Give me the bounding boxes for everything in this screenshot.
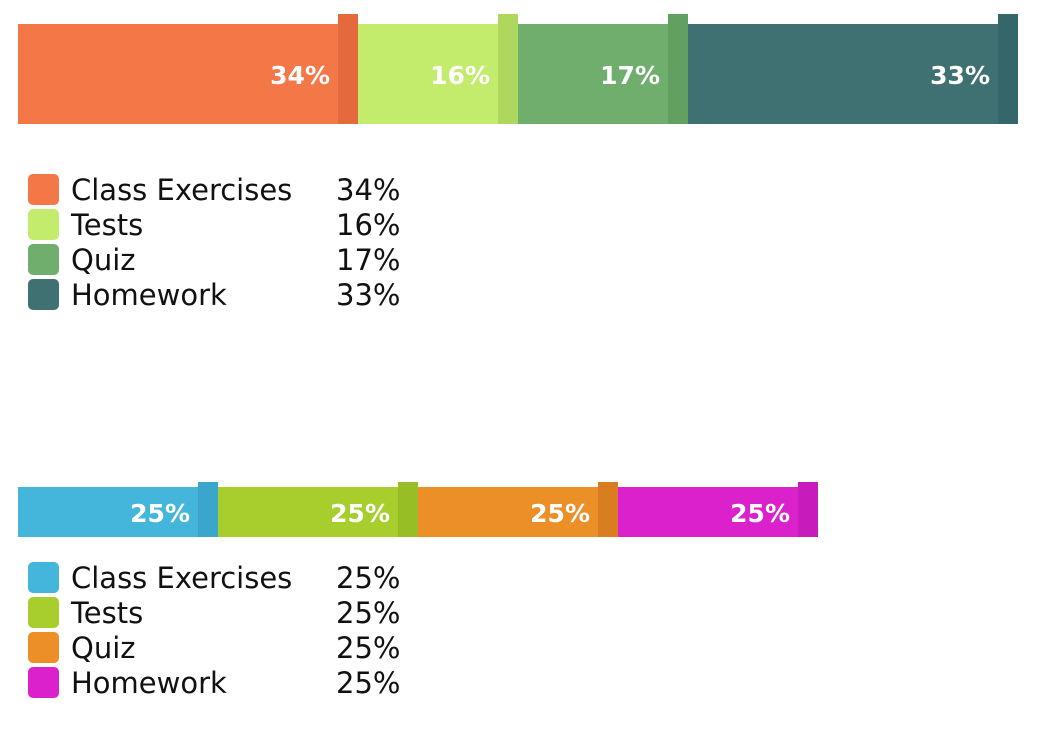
bar-segment-edge-tests — [398, 482, 418, 537]
bar-segment-edge-tests — [498, 14, 518, 124]
legend-label-class-exercises: Class Exercises — [71, 561, 292, 595]
legend-swatch-tests — [28, 597, 59, 628]
bar-segment-homework — [618, 487, 818, 537]
bar-segment-class-exercises — [18, 24, 358, 124]
legend-label-homework: Homework — [71, 666, 227, 700]
bar-segment-edge-class-exercises — [338, 14, 358, 124]
legend-swatch-quiz — [28, 632, 59, 663]
legend-swatch-class-exercises — [28, 174, 59, 205]
legend-swatch-tests — [28, 209, 59, 240]
bar-value-label-homework: 25% — [730, 499, 790, 528]
bar-segment-edge-quiz — [668, 14, 688, 124]
bar-segment-quiz — [518, 24, 688, 124]
legend-label-quiz: Quiz — [71, 243, 136, 277]
bar-value-label-class-exercises: 34% — [270, 61, 330, 90]
bar-segment-edge-homework — [798, 482, 818, 537]
bar-value-label-tests: 16% — [430, 61, 490, 90]
legend-value-homework: 33% — [336, 278, 400, 312]
legend-value-class-exercises: 25% — [336, 561, 400, 595]
bar-segment-tests — [358, 24, 518, 124]
legend-label-tests: Tests — [70, 208, 143, 242]
bar-value-label-quiz: 25% — [530, 499, 590, 528]
bar-value-label-class-exercises: 25% — [130, 499, 190, 528]
bar-segment-class-exercises — [18, 487, 218, 537]
legend-label-quiz: Quiz — [71, 631, 136, 665]
chart-1: 34% 16% 17% 33%Class Exercises 34%Tests 16%Qu… — [18, 14, 1018, 312]
legend-label-class-exercises: Class Exercises — [71, 173, 292, 207]
legend-value-tests: 16% — [336, 208, 400, 242]
bar-segment-quiz — [418, 487, 618, 537]
legend-swatch-homework — [28, 279, 59, 310]
bar-segment-edge-quiz — [598, 482, 618, 537]
bar-value-label-homework: 33% — [930, 61, 990, 90]
legend-swatch-quiz — [28, 244, 59, 275]
bar-value-label-tests: 25% — [330, 499, 390, 528]
bar-segment-edge-homework — [998, 14, 1018, 124]
legend-swatch-homework — [28, 667, 59, 698]
chart-2: 25% 25% 25% 25%Class Exercises 25%Tests 25%Qu… — [18, 482, 818, 700]
legend-label-homework: Homework — [71, 278, 227, 312]
legend-value-quiz: 25% — [336, 631, 400, 665]
bar-segment-edge-class-exercises — [198, 482, 218, 537]
legend-value-homework: 25% — [336, 666, 400, 700]
bar-value-label-quiz: 17% — [600, 61, 660, 90]
legend-value-quiz: 17% — [336, 243, 400, 277]
legend-value-tests: 25% — [336, 596, 400, 630]
bar-segment-tests — [218, 487, 418, 537]
legend-label-tests: Tests — [70, 596, 143, 630]
legend-swatch-class-exercises — [28, 562, 59, 593]
bar-segment-homework — [688, 24, 1018, 124]
legend-value-class-exercises: 34% — [336, 173, 400, 207]
